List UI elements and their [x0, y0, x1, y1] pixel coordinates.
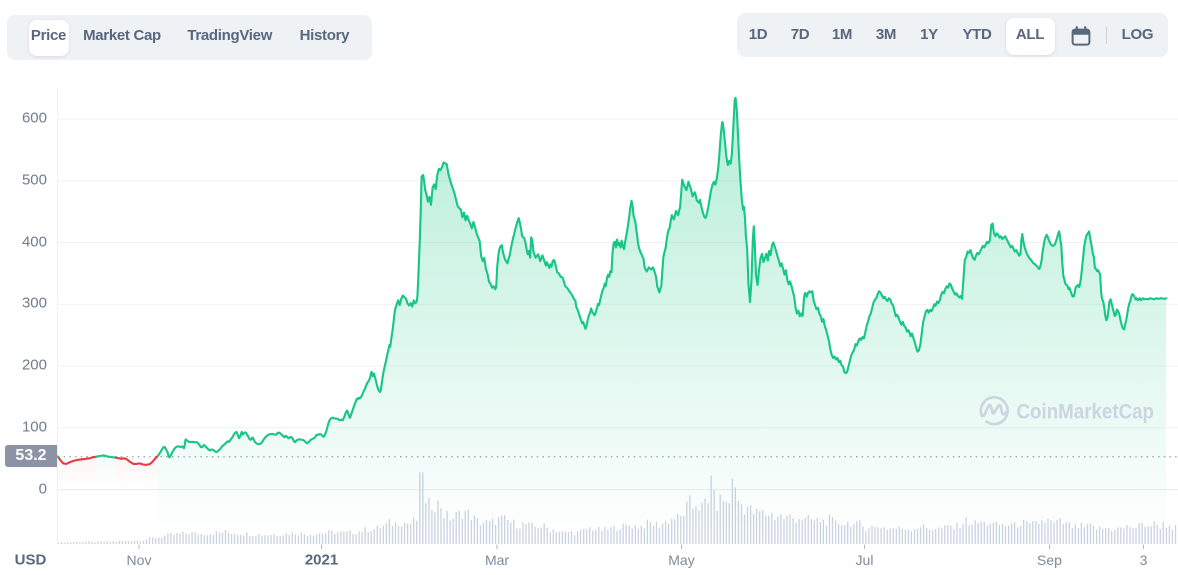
svg-text:CoinMarketCap: CoinMarketCap — [1017, 399, 1155, 423]
